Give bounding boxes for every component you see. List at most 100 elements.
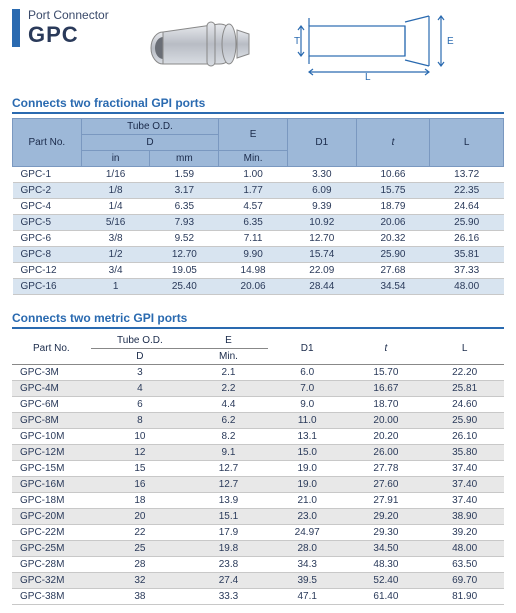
- cell: 4: [91, 381, 189, 397]
- table-row: GPC-3M32.16.015.7022.20: [12, 365, 504, 381]
- cell: 14.98: [219, 263, 288, 279]
- cell: 3: [91, 365, 189, 381]
- col-tubeod: Tube O.D.: [81, 119, 218, 135]
- cell: 6.35: [150, 199, 219, 215]
- table-row: GPC-4M42.27.016.6725.81: [12, 381, 504, 397]
- cell: GPC-12M: [12, 445, 91, 461]
- col2-t: t: [347, 333, 426, 365]
- cell: 18: [91, 493, 189, 509]
- cell: GPC-6M: [12, 397, 91, 413]
- cell: GPC-18M: [12, 493, 91, 509]
- cell: 2.2: [189, 381, 268, 397]
- table1-title: Connects two fractional GPI ports: [12, 96, 504, 114]
- cell: 9.52: [150, 231, 219, 247]
- cell: 19.0: [268, 461, 347, 477]
- table-row: GPC-11/161.591.003.3010.6613.72: [13, 167, 504, 183]
- cell: 22.35: [430, 183, 504, 199]
- cell: 6: [91, 397, 189, 413]
- cell: 26.00: [347, 445, 426, 461]
- col2-d: D: [91, 349, 189, 365]
- cell: 19.8: [189, 541, 268, 557]
- table-row: GPC-28M2823.834.348.3063.50: [12, 557, 504, 573]
- cell: 15.74: [287, 247, 356, 263]
- col-d1: D1: [287, 119, 356, 167]
- dim-t-label: T: [294, 36, 300, 47]
- col-l: L: [430, 119, 504, 167]
- cell: 13.72: [430, 167, 504, 183]
- table-row: GPC-63/89.527.1112.7020.3226.16: [13, 231, 504, 247]
- table-row: GPC-16M1612.719.027.6037.40: [12, 477, 504, 493]
- cell: 27.91: [347, 493, 426, 509]
- cell: GPC-38M: [12, 589, 91, 605]
- cell: 22.20: [425, 365, 504, 381]
- cell: 15.70: [347, 365, 426, 381]
- table1-head: Part No. Tube O.D. E D1 t L D in mm Min.: [13, 119, 504, 167]
- table-row: GPC-8M86.211.020.0025.90: [12, 413, 504, 429]
- dim-l-label: L: [365, 72, 371, 80]
- col-t: t: [356, 119, 430, 167]
- cell: 5/16: [81, 215, 150, 231]
- cell: 63.50: [425, 557, 504, 573]
- cell: 24.64: [430, 199, 504, 215]
- cell: 8.2: [189, 429, 268, 445]
- cell: 1: [81, 279, 150, 295]
- cell: 25.81: [425, 381, 504, 397]
- cell: 35.81: [430, 247, 504, 263]
- cell: 38.90: [425, 509, 504, 525]
- cell: 37.33: [430, 263, 504, 279]
- cell: 9.1: [189, 445, 268, 461]
- col2-tubeod: Tube O.D.: [91, 333, 189, 349]
- cell: 19.0: [268, 477, 347, 493]
- cell: 20.00: [347, 413, 426, 429]
- title-text: Port Connector GPC: [28, 8, 109, 48]
- cell: 39.5: [268, 573, 347, 589]
- cell: 27.68: [356, 263, 430, 279]
- cell: 6.0: [268, 365, 347, 381]
- cell: 1.59: [150, 167, 219, 183]
- cell: 34.54: [356, 279, 430, 295]
- table-row: GPC-18M1813.921.027.9137.40: [12, 493, 504, 509]
- cell: 61.40: [347, 589, 426, 605]
- cell: 3/8: [81, 231, 150, 247]
- cell: 37.40: [425, 477, 504, 493]
- header: Port Connector GPC: [12, 8, 504, 80]
- cell: 47.1: [268, 589, 347, 605]
- cell: 6.35: [219, 215, 288, 231]
- cell: 7.93: [150, 215, 219, 231]
- table-row: GPC-38M3833.347.161.4081.90: [12, 589, 504, 605]
- cell: 37.40: [425, 461, 504, 477]
- cell: GPC-1: [13, 167, 82, 183]
- cell: GPC-16M: [12, 477, 91, 493]
- metric-table: Part No. Tube O.D. E D1 t L D Min. GPC-3…: [12, 333, 504, 605]
- cell: 8: [91, 413, 189, 429]
- title-block: Port Connector GPC: [12, 8, 109, 48]
- fractional-table: Part No. Tube O.D. E D1 t L D in mm Min.…: [12, 118, 504, 295]
- cell: 4.4: [189, 397, 268, 413]
- table1-body: GPC-11/161.591.003.3010.6613.72GPC-21/83…: [13, 167, 504, 295]
- cell: 10.92: [287, 215, 356, 231]
- cell: 15.75: [356, 183, 430, 199]
- cell: 1.00: [219, 167, 288, 183]
- col-part: Part No.: [13, 119, 82, 167]
- cell: GPC-6: [13, 231, 82, 247]
- cell: 28.0: [268, 541, 347, 557]
- title: GPC: [28, 22, 109, 48]
- connector-dimension-icon: T E L: [289, 8, 459, 80]
- table-row: GPC-10M108.213.120.2026.10: [12, 429, 504, 445]
- cell: 33.3: [189, 589, 268, 605]
- cell: 16: [91, 477, 189, 493]
- cell: 7.0: [268, 381, 347, 397]
- table2-body: GPC-3M32.16.015.7022.20GPC-4M42.27.016.6…: [12, 365, 504, 605]
- cell: 28: [91, 557, 189, 573]
- cell: 69.70: [425, 573, 504, 589]
- cell: 6.09: [287, 183, 356, 199]
- cell: 22.09: [287, 263, 356, 279]
- col-in: in: [81, 151, 150, 167]
- table-row: GPC-15M1512.719.027.7837.40: [12, 461, 504, 477]
- cell: 48.00: [430, 279, 504, 295]
- cell: 27.4: [189, 573, 268, 589]
- cell: 25.90: [425, 413, 504, 429]
- cell: 12.7: [189, 477, 268, 493]
- cell: GPC-12: [13, 263, 82, 279]
- cell: GPC-16: [13, 279, 82, 295]
